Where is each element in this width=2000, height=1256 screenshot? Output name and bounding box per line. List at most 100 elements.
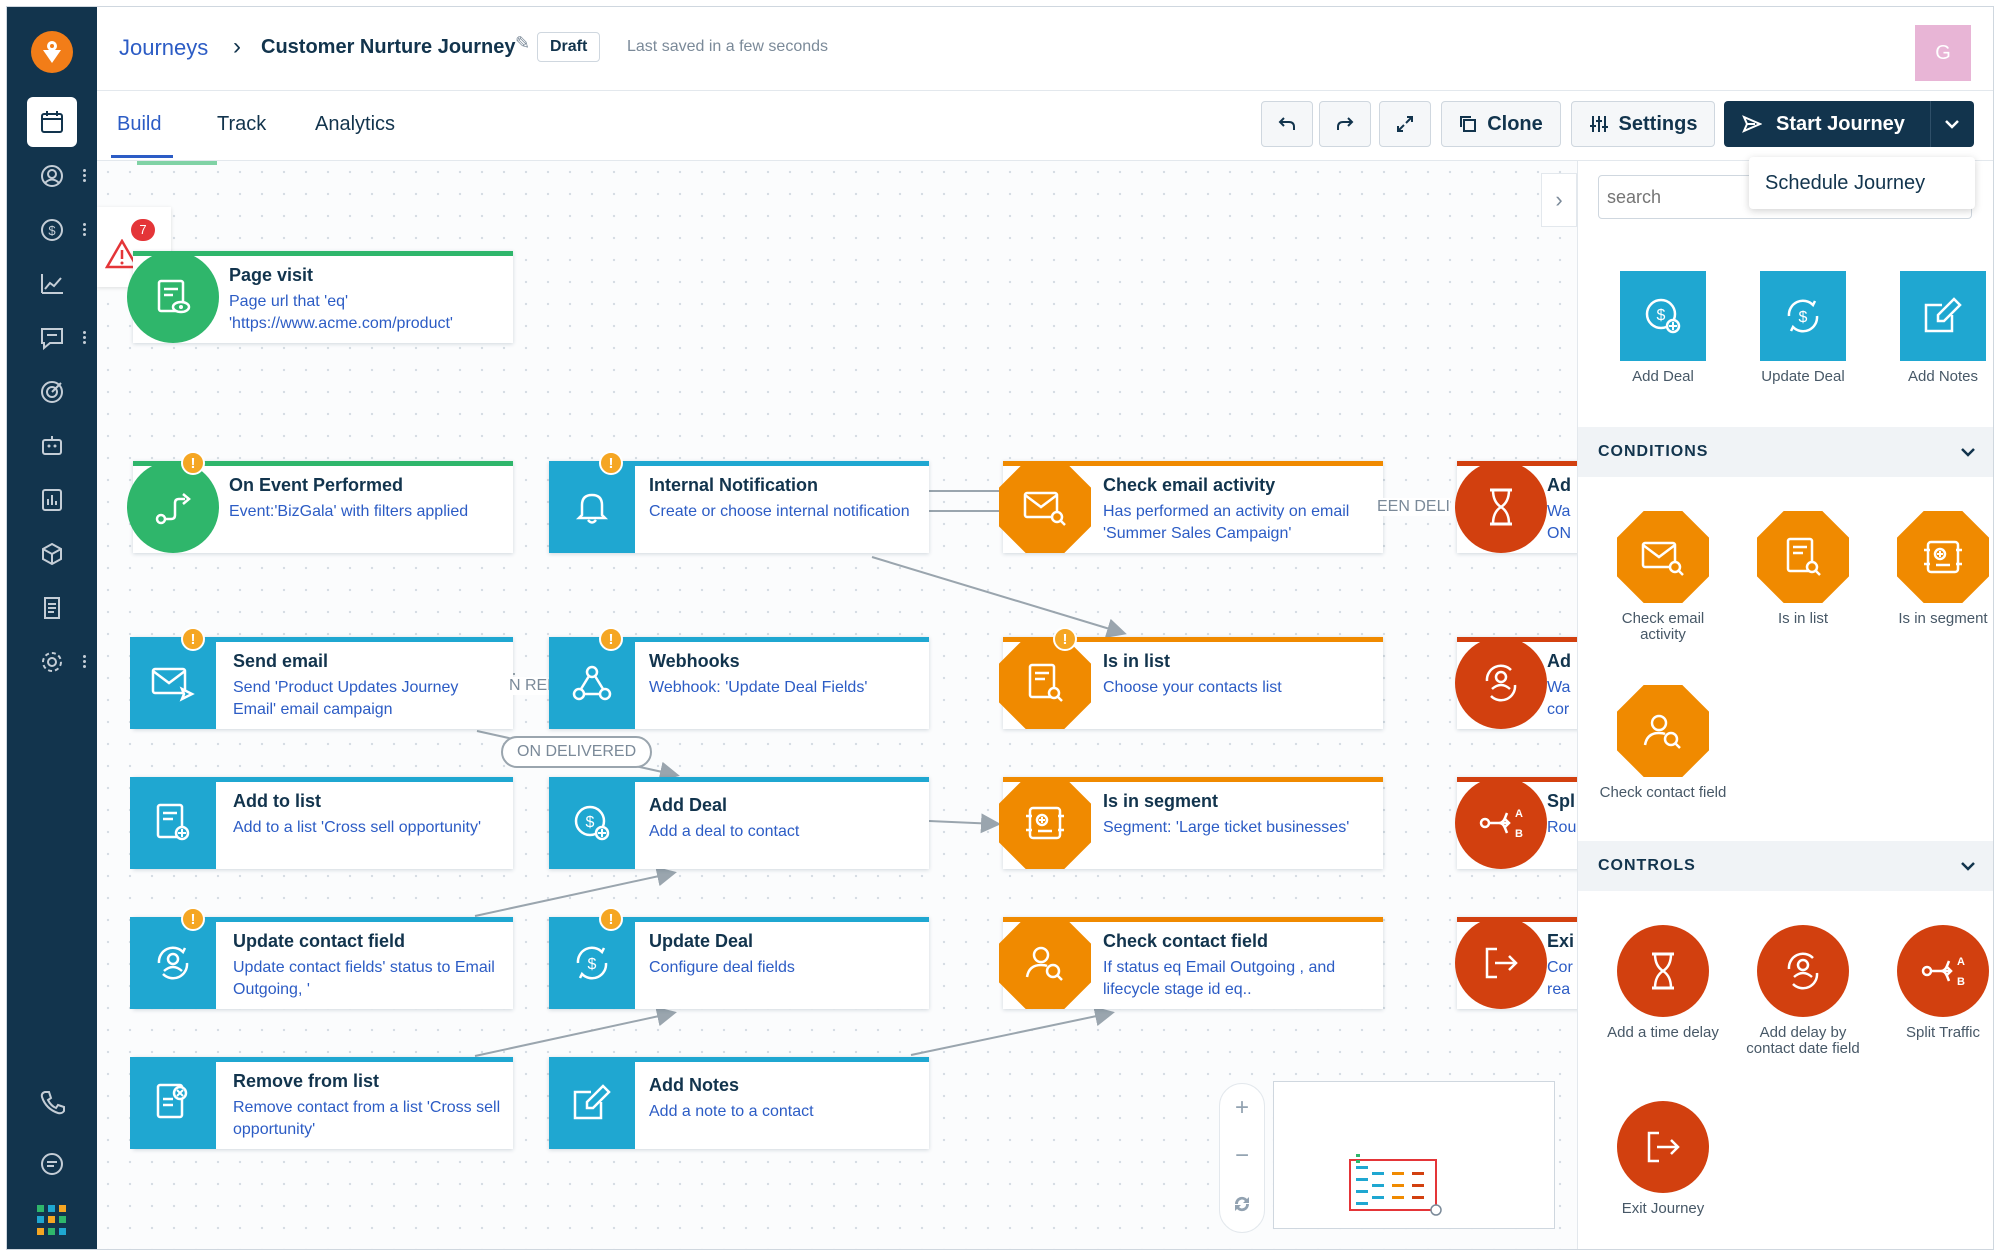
palette-label: Check email activity xyxy=(1621,610,1705,643)
zoom-out-button[interactable]: − xyxy=(1234,1142,1249,1169)
svg-text:$: $ xyxy=(1799,309,1808,326)
reset-zoom-icon[interactable] xyxy=(1220,1180,1264,1228)
svg-text:B: B xyxy=(1957,976,1965,988)
section-title: CONTROLS xyxy=(1598,857,1696,874)
palette-check-email-activity[interactable]: Check email activity xyxy=(1598,511,1728,643)
undo-button[interactable] xyxy=(1261,101,1313,147)
palette-add-notes[interactable]: Add Notes xyxy=(1878,271,1993,385)
start-journey-label: Start Journey xyxy=(1776,112,1905,135)
palette-is-in-list[interactable]: Is in list xyxy=(1738,511,1868,627)
hourglass-icon xyxy=(1617,925,1709,1017)
target-nav-icon[interactable] xyxy=(27,367,77,417)
node-subtitle: Webhook: 'Update Deal Fields' xyxy=(649,679,868,696)
palette-label: Add delay by contact date field xyxy=(1746,1024,1860,1057)
node-title: Page visit xyxy=(229,265,314,285)
edit-title-pencil-icon[interactable]: ✎ xyxy=(515,33,531,53)
warning-badge-icon[interactable]: ! xyxy=(181,627,205,651)
products-nav-icon[interactable] xyxy=(27,529,77,579)
update-contact-icon xyxy=(130,917,216,1009)
edge-label-on-rep: N REP xyxy=(509,677,558,695)
reports-nav-icon[interactable] xyxy=(27,475,77,525)
segment-icon xyxy=(1897,511,1989,603)
controls-section-header[interactable]: CONTROLS xyxy=(1578,841,1993,891)
contacts-nav-icon[interactable] xyxy=(27,151,77,201)
journeys-nav-icon[interactable] xyxy=(27,97,77,147)
analytics-nav-icon[interactable] xyxy=(27,259,77,309)
warning-badge-icon[interactable]: ! xyxy=(181,451,205,475)
palette-label: Add a time delay xyxy=(1607,1024,1719,1041)
contacts-more-icon[interactable] xyxy=(83,167,89,187)
redo-icon xyxy=(1337,117,1354,130)
last-saved-text: Last saved in a few seconds xyxy=(627,38,829,55)
alerts-panel[interactable]: 7 xyxy=(97,207,171,287)
settings-nav-icon[interactable] xyxy=(27,637,77,687)
settings-button[interactable]: Settings xyxy=(1571,101,1715,147)
warning-badge-icon[interactable]: ! xyxy=(181,907,205,931)
palette-add-time-delay[interactable]: Add a time delay xyxy=(1598,925,1728,1041)
palette-label: Add Notes xyxy=(1907,368,1979,385)
phone-nav-icon[interactable] xyxy=(27,1077,77,1127)
chevron-down-icon[interactable] xyxy=(1960,860,1976,872)
conversations-nav-icon[interactable] xyxy=(27,313,77,363)
node-subtitle: Add a note to a contact xyxy=(649,1103,814,1120)
palette-label: Is in list xyxy=(1777,610,1828,627)
clone-label: Clone xyxy=(1487,112,1543,135)
hourglass-icon xyxy=(1455,461,1547,553)
update-deal-icon: $ xyxy=(1760,271,1846,361)
edge-label-between: EEN DELI xyxy=(1377,498,1450,516)
schedule-journey-menu-item[interactable]: Schedule Journey xyxy=(1749,157,1975,209)
left-nav: $ xyxy=(7,7,97,1249)
warning-badge-icon[interactable]: ! xyxy=(599,627,623,651)
fullscreen-button[interactable] xyxy=(1379,101,1431,147)
node-subtitle: Page url that 'eq' 'https://www.acme.com… xyxy=(229,293,453,332)
warning-badge-icon[interactable]: ! xyxy=(599,451,623,475)
builder-toolbar: Build Track Analytics Clone Settings Sta… xyxy=(97,91,1993,161)
node-topbar xyxy=(1003,461,1383,466)
contact-delay-icon xyxy=(1455,637,1547,729)
node-topbar xyxy=(549,1057,929,1062)
chat-nav-icon[interactable] xyxy=(27,1139,77,1189)
node-subtitle: Send 'Product Updates Journey Email' ema… xyxy=(233,679,459,718)
node-subtitle: Choose your contacts list xyxy=(1103,679,1282,696)
journey-canvas[interactable]: 7 Page visit Page url that 'eq' 'https:/… xyxy=(97,161,1577,1249)
palette-update-deal[interactable]: $ Update Deal xyxy=(1738,271,1868,385)
bot-nav-icon[interactable] xyxy=(27,421,77,471)
deals-more-icon[interactable] xyxy=(83,221,89,241)
clone-button[interactable]: Clone xyxy=(1441,101,1561,147)
palette-exit-journey[interactable]: Exit Journey xyxy=(1598,1101,1728,1217)
apps-grid-icon[interactable] xyxy=(37,1205,67,1235)
chevron-down-icon[interactable] xyxy=(1960,446,1976,458)
tab-analytics[interactable]: Analytics xyxy=(315,113,396,135)
collapse-panel-chevron-icon[interactable]: › xyxy=(1541,173,1577,227)
node-topbar xyxy=(549,917,929,922)
palette-add-delay-by-contact-date-field[interactable]: Add delay by contact date field xyxy=(1738,925,1868,1057)
conversations-more-icon[interactable] xyxy=(83,329,89,349)
split-divider xyxy=(1930,101,1931,147)
remove-from-list-icon xyxy=(130,1057,216,1149)
settings-label: Settings xyxy=(1618,112,1698,135)
list-search-icon xyxy=(999,637,1091,729)
settings-more-icon[interactable] xyxy=(83,653,89,673)
deals-nav-icon[interactable]: $ xyxy=(27,205,77,255)
warning-badge-icon[interactable]: ! xyxy=(599,907,623,931)
conditions-section-header[interactable]: CONDITIONS xyxy=(1578,427,1993,477)
documents-nav-icon[interactable] xyxy=(27,583,77,633)
avatar[interactable]: G xyxy=(1915,25,1971,81)
alert-count-badge: 7 xyxy=(131,219,155,241)
zoom-in-button[interactable]: + xyxy=(1234,1094,1249,1121)
palette-check-contact-field[interactable]: Check contact field xyxy=(1598,685,1728,801)
app-logo[interactable] xyxy=(31,31,73,73)
redo-button[interactable] xyxy=(1319,101,1371,147)
palette-is-in-segment[interactable]: Is in segment xyxy=(1878,511,1993,627)
chevron-down-icon[interactable] xyxy=(1944,118,1960,130)
palette-add-deal[interactable]: $ Add Deal xyxy=(1598,271,1728,385)
minimap[interactable] xyxy=(1273,1081,1555,1229)
warning-badge-icon[interactable]: ! xyxy=(1053,627,1077,651)
tab-track[interactable]: Track xyxy=(217,113,267,135)
edge-label-on-delivered[interactable]: ON DELIVERED xyxy=(501,736,653,768)
tab-build[interactable]: Build xyxy=(117,113,162,135)
contact-field-icon xyxy=(1617,685,1709,777)
breadcrumb-journeys[interactable]: Journeys xyxy=(119,35,209,60)
start-journey-button[interactable]: Start Journey xyxy=(1724,101,1974,147)
